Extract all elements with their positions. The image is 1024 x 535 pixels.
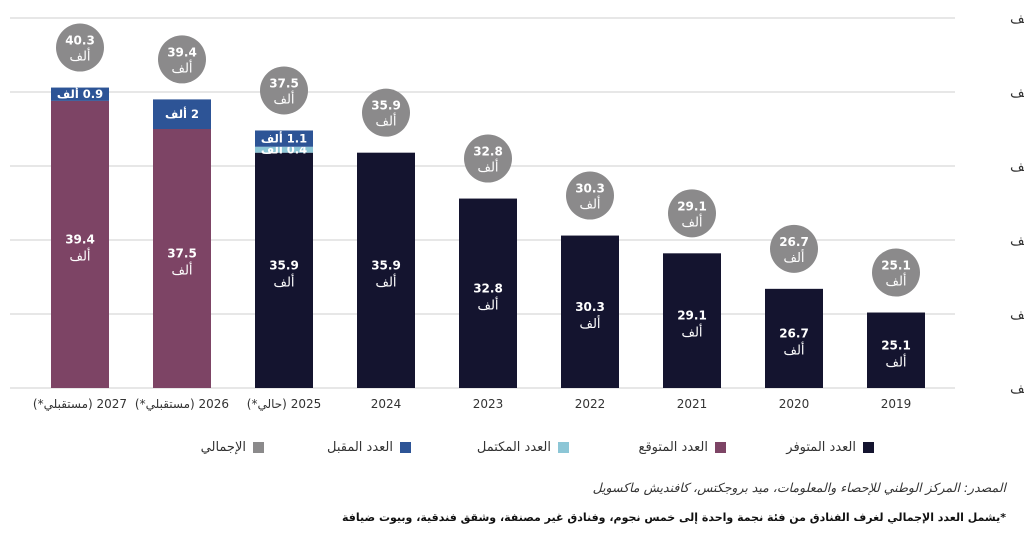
bar-segment-expected xyxy=(153,129,211,388)
legend: العدد المتوفر العدد المتوقع العدد المكتمل ا… xyxy=(0,440,1024,460)
bar-value-label: 26.7 xyxy=(779,326,809,340)
y-tick-label: 45 ألف xyxy=(1010,9,1024,27)
total-value-label: 39.4 xyxy=(167,45,197,59)
total-unit-label: ألف xyxy=(273,90,294,107)
total-unit-label: ألف xyxy=(681,213,702,230)
bar-value-label: 25.1 xyxy=(881,338,911,352)
bar-segment-completed xyxy=(255,146,313,153)
total-unit-label: ألف xyxy=(375,113,396,130)
legend-swatch xyxy=(715,442,726,453)
total-bubble xyxy=(566,171,614,220)
total-value-label: 26.7 xyxy=(779,235,809,249)
bar-segment-available xyxy=(357,152,415,388)
stacked-bar-chart: 20 ألف 25 ألف 30 ألف 35 ألف 40 ألف 45 ألف 39.4… xyxy=(10,9,1024,411)
bar-value-label: 35.9 xyxy=(371,258,401,272)
x-tick-label: 2025 (حالي*) xyxy=(247,397,321,411)
legend-label: الإجمالي xyxy=(200,440,246,455)
bar-unit-label: ألف xyxy=(273,273,294,290)
total-value-label: 25.1 xyxy=(881,259,911,273)
total-bubble xyxy=(56,23,104,72)
bar-unit-label: ألف xyxy=(375,273,396,290)
bar-segment-upcoming xyxy=(51,87,109,101)
bar-value-label: 39.4 xyxy=(65,232,95,246)
total-value-label: 37.5 xyxy=(269,76,299,90)
total-bubble xyxy=(158,35,206,84)
bar-segment-available xyxy=(561,235,619,388)
total-unit-label: ألف xyxy=(885,273,906,290)
total-unit-label: ألف xyxy=(69,48,90,65)
legend-swatch xyxy=(558,442,569,453)
legend-label: العدد المتوقع xyxy=(638,440,708,455)
bar-unit-label: ألف xyxy=(885,353,906,370)
legend-item: العدد المكتمل xyxy=(477,440,569,455)
bar-value-label: 32.8 xyxy=(473,281,503,295)
legend-swatch xyxy=(253,442,264,453)
x-tick-label: 2024 xyxy=(371,397,402,411)
total-unit-label: ألف xyxy=(171,59,192,76)
x-tick-label: 2021 xyxy=(677,397,708,411)
bar-segment-available xyxy=(255,152,313,388)
total-bubble xyxy=(362,88,410,137)
y-tick-label: 40 ألف xyxy=(1010,83,1024,101)
legend-item: العدد المقبل xyxy=(327,440,411,455)
bar-value-label: 35.9 xyxy=(269,258,299,272)
legend-label: العدد المتوفر xyxy=(786,440,856,455)
legend-item: العدد المتوفر xyxy=(786,440,874,455)
bar-value-label: 29.1 xyxy=(677,309,707,323)
y-tick-label: 25 ألف xyxy=(1010,305,1024,323)
x-tick-label: 2020 xyxy=(779,397,810,411)
x-tick-label: 2019 xyxy=(881,397,912,411)
total-value-label: 40.3 xyxy=(65,34,95,48)
x-tick-label: 2027 (مستقبلي*) xyxy=(33,397,127,411)
total-unit-label: ألف xyxy=(477,159,498,176)
bar-unit-label: ألف xyxy=(171,262,192,279)
bar-segment-available xyxy=(867,312,925,388)
legend-label: العدد المكتمل xyxy=(476,440,551,455)
y-tick-label: 20 ألف xyxy=(1010,379,1024,397)
legend-label: العدد المقبل xyxy=(326,440,393,455)
bar-unit-label: ألف xyxy=(681,324,702,341)
total-bubble xyxy=(260,66,308,115)
bar-segment-available xyxy=(459,198,517,388)
total-bubble xyxy=(464,134,512,183)
bar-segment-available xyxy=(765,288,823,388)
bar-value-label: 30.3 xyxy=(575,300,605,314)
total-value-label: 30.3 xyxy=(575,182,605,196)
total-value-label: 35.9 xyxy=(371,99,401,113)
x-tick-label: 2026 (مستقبلي*) xyxy=(135,397,229,411)
legend-swatch xyxy=(863,442,874,453)
bar-unit-label: ألف xyxy=(783,341,804,358)
bar-unit-label: ألف xyxy=(477,296,498,313)
legend-item: العدد المتوقع xyxy=(639,440,726,455)
legend-item: الإجمالي xyxy=(201,440,264,455)
total-unit-label: ألف xyxy=(783,249,804,266)
bar-value-label: 1.1 ألف xyxy=(261,131,307,146)
y-tick-label: 35 ألف xyxy=(1010,157,1024,175)
y-tick-label: 30 ألف xyxy=(1010,231,1024,249)
bar-segment-upcoming xyxy=(255,130,313,147)
total-unit-label: ألف xyxy=(579,196,600,213)
bar-segment-expected xyxy=(51,100,109,388)
bar-segment-available xyxy=(663,253,721,388)
bar-value-label: 2 ألف xyxy=(165,106,199,121)
total-bubble xyxy=(872,248,920,297)
total-bubble xyxy=(668,189,716,238)
x-tick-label: 2023 xyxy=(473,397,504,411)
bar-value-label: 37.5 xyxy=(167,247,197,261)
legend-swatch xyxy=(400,442,411,453)
bar-unit-label: ألف xyxy=(69,247,90,264)
bar-segment-upcoming xyxy=(153,99,211,129)
total-bubble xyxy=(770,224,818,273)
bar-unit-label: ألف xyxy=(579,315,600,332)
bar-value-label: 0.9 ألف xyxy=(57,86,103,101)
total-value-label: 32.8 xyxy=(473,145,503,159)
source-text: المصدر: المركز الوطني للإحصاء والمعلومات… xyxy=(592,480,1006,495)
total-value-label: 29.1 xyxy=(677,199,707,213)
x-tick-label: 2022 xyxy=(575,397,606,411)
footnote-text: *يشمل العدد الإجمالي لغرف الفنادق من فئة… xyxy=(342,511,1006,524)
